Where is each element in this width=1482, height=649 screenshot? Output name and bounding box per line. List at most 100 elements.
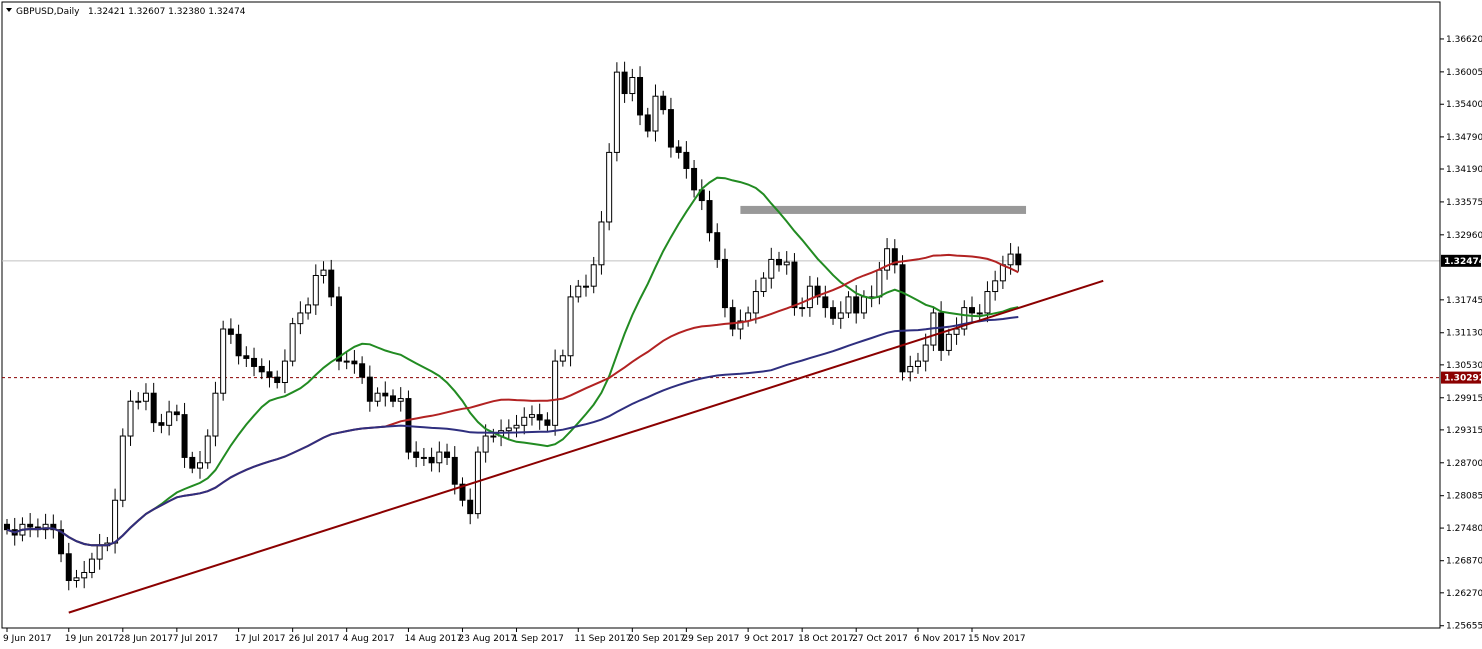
bearish-candle xyxy=(729,307,736,330)
price-tick-label: 1.26870 xyxy=(1446,557,1482,567)
price-tick-label: 1.29915 xyxy=(1446,394,1482,404)
bullish-candle xyxy=(999,264,1006,282)
bullish-candle xyxy=(42,523,49,531)
bearish-candle xyxy=(4,523,10,531)
price-tick-label: 1.28700 xyxy=(1446,459,1482,469)
bullish-candle xyxy=(945,333,952,351)
price-tick-label: 1.31745 xyxy=(1446,296,1482,306)
bearish-candle xyxy=(822,296,829,309)
bullish-candle xyxy=(652,95,659,132)
bullish-candle xyxy=(197,462,203,469)
bearish-candle xyxy=(189,456,196,469)
bearish-candle xyxy=(274,376,281,384)
current-price-tag xyxy=(1441,254,1481,267)
bullish-candle xyxy=(119,435,126,501)
price-tick-label: 1.33575 xyxy=(1446,198,1482,208)
bearish-candle xyxy=(150,392,157,424)
price-tick-label: 1.30530 xyxy=(1446,361,1482,371)
bearish-candle xyxy=(335,296,342,362)
bearish-candle xyxy=(683,151,690,169)
bullish-candle xyxy=(613,71,620,153)
time-tick-label: 7 Jul 2017 xyxy=(173,634,218,644)
time-tick-label: 28 Jun 2017 xyxy=(119,634,173,644)
price-tick-label: 1.29315 xyxy=(1446,426,1482,436)
bearish-candle xyxy=(413,451,420,458)
bullish-candle xyxy=(220,328,227,394)
price-tick-label: 1.26270 xyxy=(1446,589,1482,599)
time-tick-label: 23 Aug 2017 xyxy=(458,634,516,644)
bearish-candle xyxy=(251,357,258,367)
time-tick-label: 15 Nov 2017 xyxy=(968,634,1026,644)
bullish-candle xyxy=(992,280,999,293)
bullish-candle xyxy=(420,456,427,459)
bullish-candle xyxy=(297,312,304,325)
bearish-candle xyxy=(366,376,373,402)
bullish-candle xyxy=(96,545,103,560)
price-tick-label: 1.25655 xyxy=(1446,622,1482,632)
bearish-candle xyxy=(428,456,435,464)
collapse-arrow-icon[interactable] xyxy=(6,8,12,12)
bullish-candle xyxy=(760,277,767,293)
bullish-candle xyxy=(806,285,813,309)
bullish-candle xyxy=(305,304,312,314)
bearish-candle xyxy=(158,422,165,426)
time-tick-label: 9 Jun 2017 xyxy=(3,634,51,644)
bullish-candle xyxy=(81,571,88,579)
ohlc-label: 1.32421 1.32607 1.32380 1.32474 xyxy=(88,7,246,17)
bearish-candle xyxy=(243,355,250,359)
bearish-candle xyxy=(467,499,474,515)
bullish-candle xyxy=(976,312,983,315)
bullish-candle xyxy=(312,274,319,306)
bullish-candle xyxy=(984,291,991,314)
price-tick-label: 1.36620 xyxy=(1446,35,1482,45)
price-tick-label: 1.32960 xyxy=(1446,231,1482,241)
time-tick-label: 27 Oct 2017 xyxy=(852,634,908,644)
bullish-candle xyxy=(629,76,636,95)
bullish-candle xyxy=(914,360,921,367)
bearish-candle xyxy=(891,248,898,266)
bearish-candle xyxy=(706,200,713,234)
bullish-candle xyxy=(281,360,288,384)
bearish-candle xyxy=(451,456,458,485)
bullish-candle xyxy=(73,577,80,582)
bearish-candle xyxy=(660,95,667,111)
bearish-candle xyxy=(173,411,180,416)
bullish-candle xyxy=(212,392,219,437)
bullish-candle xyxy=(590,264,597,287)
bullish-candle xyxy=(799,307,806,310)
bullish-candle xyxy=(528,414,535,418)
bearish-candle xyxy=(536,414,543,421)
bearish-candle xyxy=(830,307,837,319)
bearish-candle xyxy=(791,261,798,309)
bullish-candle xyxy=(88,558,95,573)
time-tick-label: 9 Oct 2017 xyxy=(744,634,794,644)
bearish-candle xyxy=(721,258,728,309)
bullish-candle xyxy=(112,499,119,544)
bullish-candle xyxy=(783,261,790,266)
bullish-candle xyxy=(737,320,744,330)
bullish-candle xyxy=(922,344,929,362)
bullish-candle xyxy=(567,296,574,357)
bullish-candle xyxy=(135,400,142,403)
bearish-candle xyxy=(58,529,65,555)
bearish-candle xyxy=(227,328,234,335)
bearish-candle xyxy=(853,296,860,314)
bearish-candle xyxy=(444,451,451,458)
bearish-candle xyxy=(644,114,651,132)
resistance-zones xyxy=(740,205,1027,214)
bearish-candle xyxy=(27,523,34,528)
time-tick-label: 1 Sep 2017 xyxy=(513,634,564,644)
bearish-candle xyxy=(1015,253,1022,266)
marked-level-tag xyxy=(1441,371,1481,384)
bullish-candle xyxy=(521,416,528,426)
bullish-candle xyxy=(490,435,497,438)
bearish-candle xyxy=(235,333,242,357)
bullish-candle xyxy=(598,221,605,266)
time-tick-label: 17 Jul 2017 xyxy=(235,634,286,644)
bullish-candle xyxy=(204,435,211,464)
time-tick-label: 20 Sep 2017 xyxy=(628,634,685,644)
time-tick-label: 19 Jun 2017 xyxy=(65,634,119,644)
